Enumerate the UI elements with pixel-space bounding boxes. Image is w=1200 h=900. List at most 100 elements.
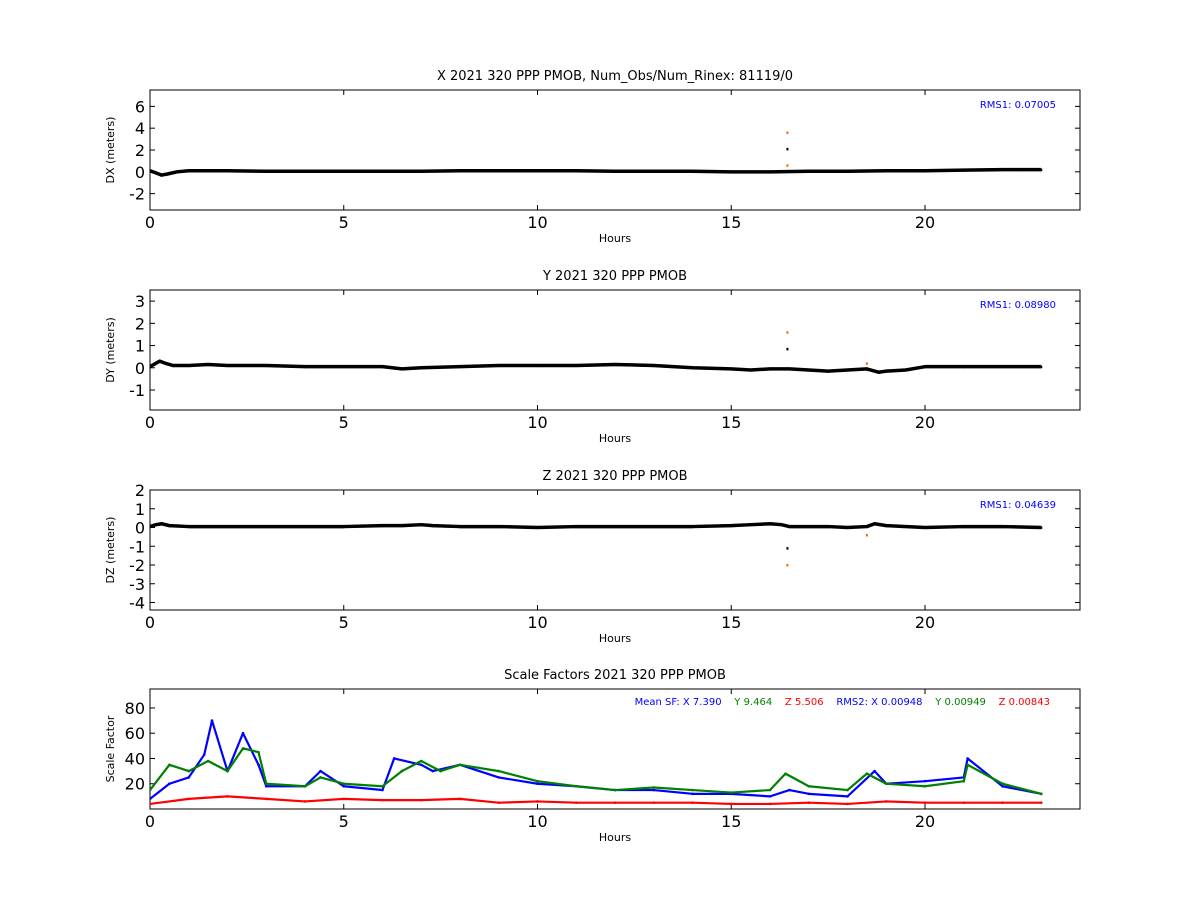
series-0-point xyxy=(342,365,345,369)
series-0-point xyxy=(730,170,733,174)
series-0-point xyxy=(788,367,791,371)
series-0-point xyxy=(614,363,616,366)
series-0-point xyxy=(342,784,346,788)
series-0-point xyxy=(730,524,733,528)
series-0-point xyxy=(226,169,229,173)
series-0-point xyxy=(652,788,656,792)
series-0-point xyxy=(846,795,849,798)
series-0-point xyxy=(877,371,880,374)
series-1-point xyxy=(439,769,442,773)
series-0-point xyxy=(381,524,384,528)
series-0-trace xyxy=(150,359,1042,374)
series-0-point xyxy=(575,364,578,368)
series-0-point xyxy=(614,170,616,173)
series-0-point xyxy=(152,363,155,366)
plot-area xyxy=(150,331,1043,374)
series-1-point xyxy=(381,784,384,788)
series-1-point xyxy=(768,788,772,792)
series-2-point xyxy=(1039,801,1043,804)
rms-annotation: RMS1: 0.04639 xyxy=(980,500,1056,511)
y-tick-label: -3 xyxy=(129,575,145,594)
series-0-point xyxy=(226,364,229,368)
series-1-point xyxy=(966,763,969,767)
x-tick-label: 20 xyxy=(915,812,935,831)
series-0-point xyxy=(431,524,434,528)
series-0-point xyxy=(168,782,171,786)
x-tick-label: 20 xyxy=(915,413,935,432)
series-0-point xyxy=(827,525,830,529)
series-0-point xyxy=(154,523,157,527)
series-0-point xyxy=(923,779,927,783)
series-0-point xyxy=(265,525,268,529)
series-1-point xyxy=(691,788,694,792)
series-0-point xyxy=(962,169,965,172)
series-0-point xyxy=(176,170,179,174)
series-0-point xyxy=(419,763,423,767)
series-1-point xyxy=(865,362,868,365)
series-0-point xyxy=(497,364,500,368)
series-0-point xyxy=(749,369,752,372)
series-0-point xyxy=(730,367,733,371)
series-2-point xyxy=(187,797,191,801)
series-1-point xyxy=(784,772,787,775)
series-1-point xyxy=(150,788,152,792)
stats-part: Y 0.00949 xyxy=(934,697,986,708)
y-tick-label: 20 xyxy=(125,775,145,794)
series-0-point xyxy=(691,525,694,529)
series-0-point xyxy=(865,367,868,371)
series-1-point xyxy=(206,759,210,763)
y-tick-label: 0 xyxy=(135,359,145,378)
series-0-point xyxy=(614,525,616,529)
series-0-point xyxy=(172,364,175,368)
series-1-point xyxy=(1039,792,1043,796)
series-1-point xyxy=(884,782,888,786)
series-2-point xyxy=(381,798,384,802)
series-0-point xyxy=(166,173,169,176)
series-0-point xyxy=(381,170,384,173)
stats-gap xyxy=(824,697,837,708)
stats-annotation: Mean SF: X 7.390 Y 9.464 Z 5.506 RMS2: X… xyxy=(635,697,1050,708)
series-1-point xyxy=(342,782,346,786)
series-0-point xyxy=(319,769,322,773)
x-axis-label: Hours xyxy=(599,432,631,445)
series-0-point xyxy=(1001,168,1004,172)
series-1-point xyxy=(264,782,268,786)
series-0-point xyxy=(807,170,810,173)
chart-title: X 2021 320 PPP PMOB, Num_Obs/Num_Rinex: … xyxy=(437,69,793,84)
x-tick-label: 5 xyxy=(339,413,349,432)
series-1-point xyxy=(786,331,789,334)
series-0-point xyxy=(691,170,694,173)
series-2-point xyxy=(691,801,694,804)
series-0-point xyxy=(160,174,163,177)
series-0-point xyxy=(691,792,694,796)
series-1-point xyxy=(729,791,733,794)
series-2-point xyxy=(652,801,656,804)
series-0-point xyxy=(1020,168,1023,172)
series-0-point xyxy=(459,525,461,529)
x-tick-label: 20 xyxy=(915,613,935,632)
series-2-point xyxy=(786,347,789,351)
series-1-point xyxy=(303,784,307,788)
y-tick-label: 2 xyxy=(135,481,145,500)
series-1-point xyxy=(962,779,966,783)
series-0-point xyxy=(226,525,229,529)
x-tick-label: 15 xyxy=(721,213,741,232)
series-0-point xyxy=(459,169,461,173)
series-0-point xyxy=(769,522,771,526)
series-0-point xyxy=(187,525,190,529)
series-0-point xyxy=(1001,365,1004,369)
series-0-point xyxy=(536,782,539,786)
stats-part: Y 9.464 xyxy=(733,697,772,708)
series-0-point xyxy=(342,170,345,173)
series-0-point xyxy=(264,784,268,788)
plot-area xyxy=(150,131,1043,177)
plot-frame xyxy=(149,489,1081,611)
series-0-point xyxy=(420,366,423,370)
series-1-point xyxy=(574,784,578,788)
series-0-point xyxy=(575,525,578,529)
series-0-point xyxy=(497,169,500,173)
series-0-point xyxy=(164,362,167,365)
series-0-point xyxy=(885,370,888,373)
series-0-point xyxy=(846,526,849,529)
series-0-point xyxy=(342,525,345,529)
